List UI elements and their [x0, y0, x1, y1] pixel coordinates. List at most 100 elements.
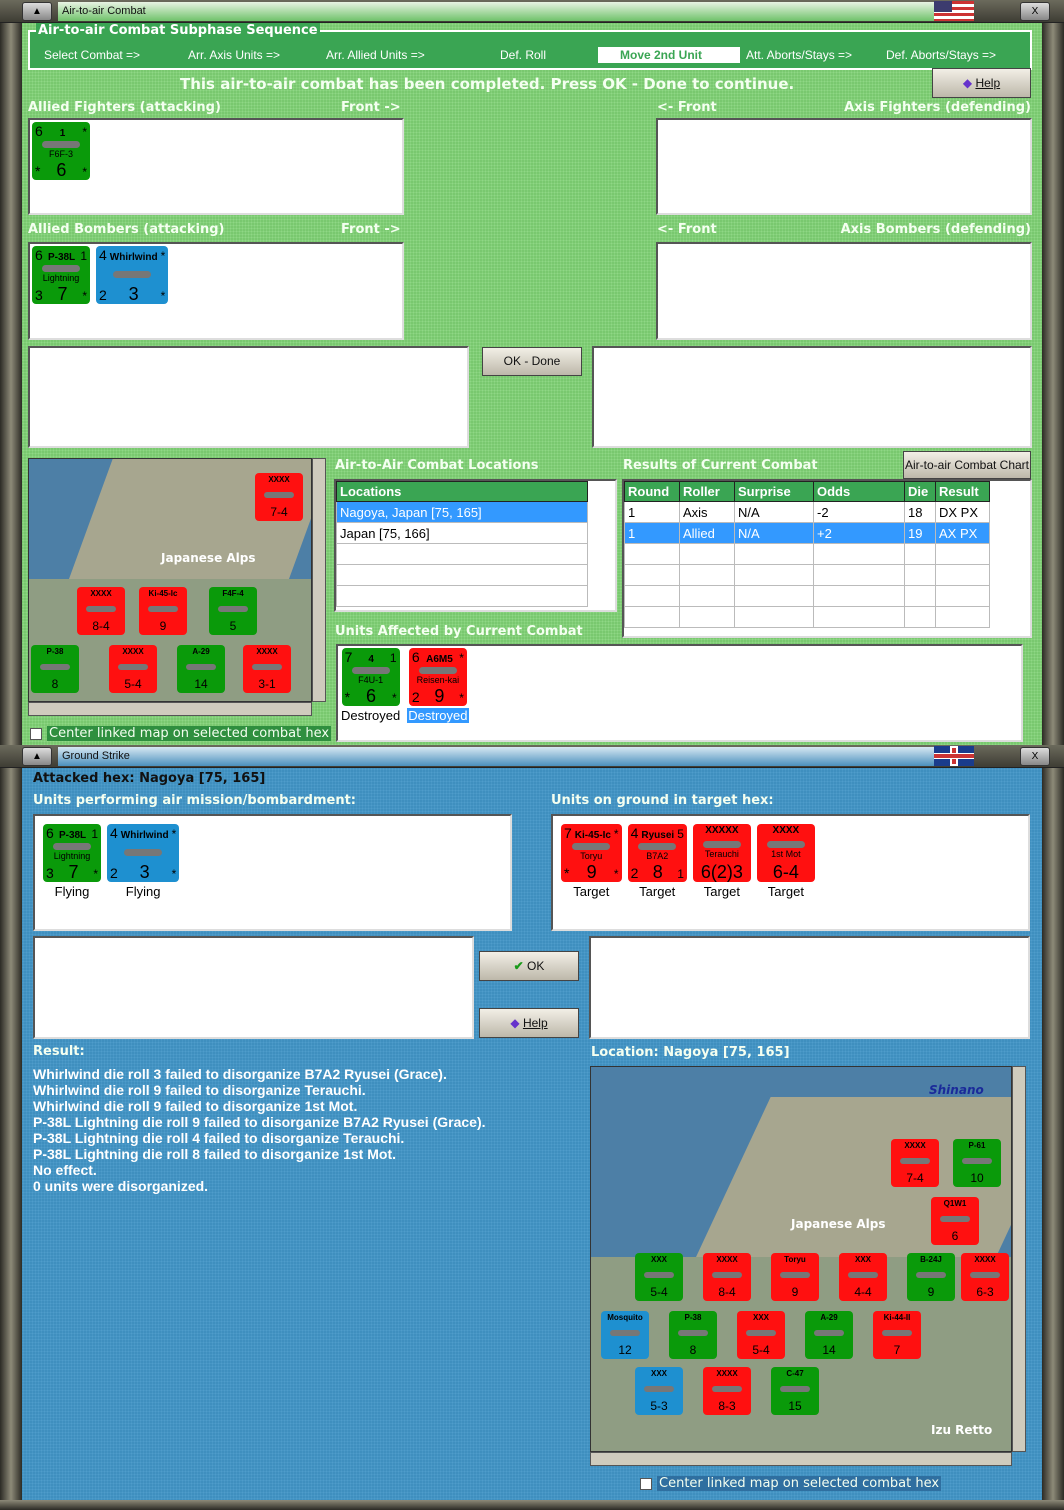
map-unit-counter[interactable]: A-29 14	[177, 645, 225, 693]
map-unit-counter[interactable]: P-38 8	[669, 1311, 717, 1359]
unit-counter[interactable]: 4 Whirlwind * 2 3 *	[96, 246, 169, 304]
map-unit-counter[interactable]: XXXX 8-3	[703, 1367, 751, 1415]
unit-image-icon	[418, 667, 457, 674]
close-button[interactable]: X	[1020, 2, 1050, 21]
ok-done-button[interactable]: OK - Done	[482, 347, 582, 376]
map-unit-counter[interactable]: F4F-4 5	[209, 587, 257, 635]
air-combat-titlebar[interactable]: ▲ Air-to-air Combat X	[0, 0, 1064, 23]
counter-br: *	[613, 867, 619, 881]
unit-counter[interactable]: 4 Whirlwind * 2 3 *	[107, 824, 180, 882]
map-unit-counter[interactable]: XXX 4-4	[839, 1253, 887, 1301]
unit-counter[interactable]: XXXX 1st Mot 6-4	[756, 824, 815, 882]
map-unit-counter[interactable]: XXX 5-4	[737, 1311, 785, 1359]
map-unit-counter[interactable]: XXX 5-4	[635, 1253, 683, 1301]
map-unit-counter[interactable]: Ki-44-II 7	[873, 1311, 921, 1359]
counter-top-row: 6 1 *	[35, 123, 87, 139]
location-row[interactable]: Japan [75, 166]	[336, 522, 588, 544]
unit-counter[interactable]: 6 A6M5 * Reisen-kai 2 9 *	[408, 648, 467, 706]
center-map-checkbox[interactable]	[640, 1478, 652, 1490]
unit-entry[interactable]: 6 P-38L 1 Lightning 3 7 *	[32, 246, 90, 304]
allied-bombers-box[interactable]: 6 P-38L 1 Lightning 3 7 * 4 Whirlwind * 2 3 *	[28, 242, 404, 340]
unit-entry[interactable]: 6 A6M5 * Reisen-kai 2 9 * Destroyed	[407, 648, 469, 723]
unit-counter[interactable]: 6 P-38L 1 Lightning 3 7 *	[32, 246, 90, 304]
map-unit-counter[interactable]: C-47 15	[771, 1367, 819, 1415]
unit-counter[interactable]: 6 P-38L 1 Lightning 3 7 *	[43, 824, 101, 882]
map-unit-counter[interactable]: XXXX 3-1	[243, 645, 291, 693]
unit-counter[interactable]: XXXXX Terauchi 6(2)3	[692, 824, 751, 882]
counter-top-row: 7 Ki-45-Ic *	[564, 825, 619, 841]
axis-bombers-box[interactable]	[656, 242, 1032, 340]
unit-counter[interactable]: 7 Ki-45-Ic * Toryu * 9 *	[561, 824, 622, 882]
map-unit-counter[interactable]: XXX 5-3	[635, 1367, 683, 1415]
counter-bc: 4-4	[854, 1285, 872, 1299]
ground-units-box[interactable]: 7 Ki-45-Ic * Toryu * 9 * Target 4 Ryusei 5 B7A2 2 8 1 T…	[551, 814, 1030, 931]
axis-fighters-box[interactable]	[656, 118, 1032, 215]
unit-entry[interactable]: 7 Ki-45-Ic * Toryu * 9 * Target	[561, 824, 622, 899]
cell: 18	[904, 501, 936, 523]
counter-tc: XXX	[650, 1369, 667, 1378]
unit-image-icon	[712, 1385, 742, 1392]
ground-linked-map[interactable]: Shinano Japanese Alps Izu Retto XXXX 7-4 P…	[590, 1066, 1012, 1452]
unit-entry[interactable]: 4 Whirlwind * 2 3 *	[96, 246, 169, 304]
map-unit-counter[interactable]: XXXX 6-3	[961, 1253, 1009, 1301]
air-combat-chart-button[interactable]: Air-to-air Combat Chart	[903, 451, 1031, 479]
unit-image-icon	[702, 840, 741, 848]
unit-counter[interactable]: 7 4 1 F4U-1 * 6 *	[341, 648, 400, 706]
counter-bottom-row: * 6 *	[35, 161, 87, 179]
unit-entry[interactable]: 7 4 1 F4U-1 * 6 * Destroyed	[340, 648, 401, 723]
map-unit-counter[interactable]: Mosquito 12	[601, 1311, 649, 1359]
ground-strike-titlebar[interactable]: ▲ Ground Strike X	[0, 745, 1064, 768]
unit-entry[interactable]: 6 1 * F6F-3 * 6 *	[32, 122, 90, 180]
defender-info-box	[589, 936, 1030, 1039]
unit-image-icon	[86, 605, 116, 612]
allied-fighters-box[interactable]: 6 1 * F6F-3 * 6 *	[28, 118, 404, 215]
map-vertical-scrollbar[interactable]	[1012, 1066, 1026, 1452]
help-button[interactable]: ◆ Help	[932, 68, 1031, 98]
counter-tc: P-61	[968, 1141, 986, 1150]
unit-entry[interactable]: 4 Whirlwind * 2 3 * Flying	[107, 824, 180, 899]
map-unit-counter[interactable]: XXXX 5-4	[109, 645, 157, 693]
counter-tr: *	[613, 827, 619, 841]
map-unit-counter[interactable]: XXXX 8-4	[77, 587, 125, 635]
counter-br: *	[459, 691, 464, 705]
center-map-label: Center linked map on selected combat hex	[657, 1476, 942, 1491]
unit-counter[interactable]: 6 1 * F6F-3 * 6 *	[32, 122, 90, 180]
air-units-box[interactable]: 6 P-38L 1 Lightning 3 7 * Flying 4 Whirlwind * 2 3 * F…	[33, 814, 512, 931]
center-map-checkbox[interactable]	[30, 728, 42, 740]
unit-entry[interactable]: XXXXX Terauchi 6(2)3 Target	[692, 824, 751, 899]
counter-mid: F4U-1	[358, 675, 384, 685]
locations-list[interactable]: Locations Nagoya, Japan [75, 165] Japan …	[334, 479, 617, 612]
map-unit-counter[interactable]: B-24J 9	[907, 1253, 955, 1301]
linked-map[interactable]: Japanese Alps XXXX 7-4 XXXX 8-4 Ki-45-Ic 9 F4F…	[28, 458, 312, 702]
map-unit-counter[interactable]: A-29 14	[805, 1311, 853, 1359]
unit-entry[interactable]: XXXX 1st Mot 6-4 Target	[756, 824, 815, 899]
location-row[interactable]: Nagoya, Japan [75, 165]	[336, 501, 588, 523]
affected-units-box[interactable]: 7 4 1 F4U-1 * 6 * Destroyed 6 A6M5 * Reisen-kai 2 9 * D…	[336, 644, 1023, 742]
map-vertical-scrollbar[interactable]	[312, 458, 326, 702]
unit-entry[interactable]: 6 P-38L 1 Lightning 3 7 * Flying	[43, 824, 101, 899]
map-unit-counter[interactable]: Toryu 9	[771, 1253, 819, 1301]
minimize-button[interactable]: ▲	[22, 747, 52, 766]
map-unit-counter[interactable]: XXXX 8-4	[703, 1253, 751, 1301]
map-unit-counter[interactable]: Q1W1 6	[931, 1197, 979, 1245]
minimize-button[interactable]: ▲	[22, 2, 52, 21]
counter-status: Target	[703, 884, 740, 899]
result-row[interactable]: 1 Axis N/A -2 18 DX PX	[624, 501, 990, 523]
map-unit-counter[interactable]: XXXX 7-4	[255, 473, 303, 521]
front-label: Front ->	[341, 222, 401, 237]
ok-button[interactable]: ✔ OK	[479, 951, 579, 981]
map-unit-counter[interactable]: XXXX 7-4	[891, 1139, 939, 1187]
location-row-empty	[336, 585, 588, 607]
map-unit-counter[interactable]: Ki-45-Ic 9	[139, 587, 187, 635]
counter-tc: XXXX	[716, 1255, 738, 1264]
result-row[interactable]: 1 Allied N/A +2 19 AX PX	[624, 522, 990, 544]
counter-mid: F6F-3	[48, 149, 73, 159]
map-unit-counter[interactable]: P-38 8	[31, 645, 79, 693]
help-button[interactable]: ◆ Help	[479, 1008, 579, 1038]
close-button[interactable]: X	[1020, 747, 1050, 766]
map-unit-counter[interactable]: P-61 10	[953, 1139, 1001, 1187]
map-horizontal-scrollbar[interactable]	[590, 1452, 1012, 1466]
unit-entry[interactable]: 4 Ryusei 5 B7A2 2 8 1 Target	[627, 824, 687, 899]
unit-counter[interactable]: 4 Ryusei 5 B7A2 2 8 1	[627, 824, 687, 882]
map-horizontal-scrollbar[interactable]	[28, 702, 312, 716]
